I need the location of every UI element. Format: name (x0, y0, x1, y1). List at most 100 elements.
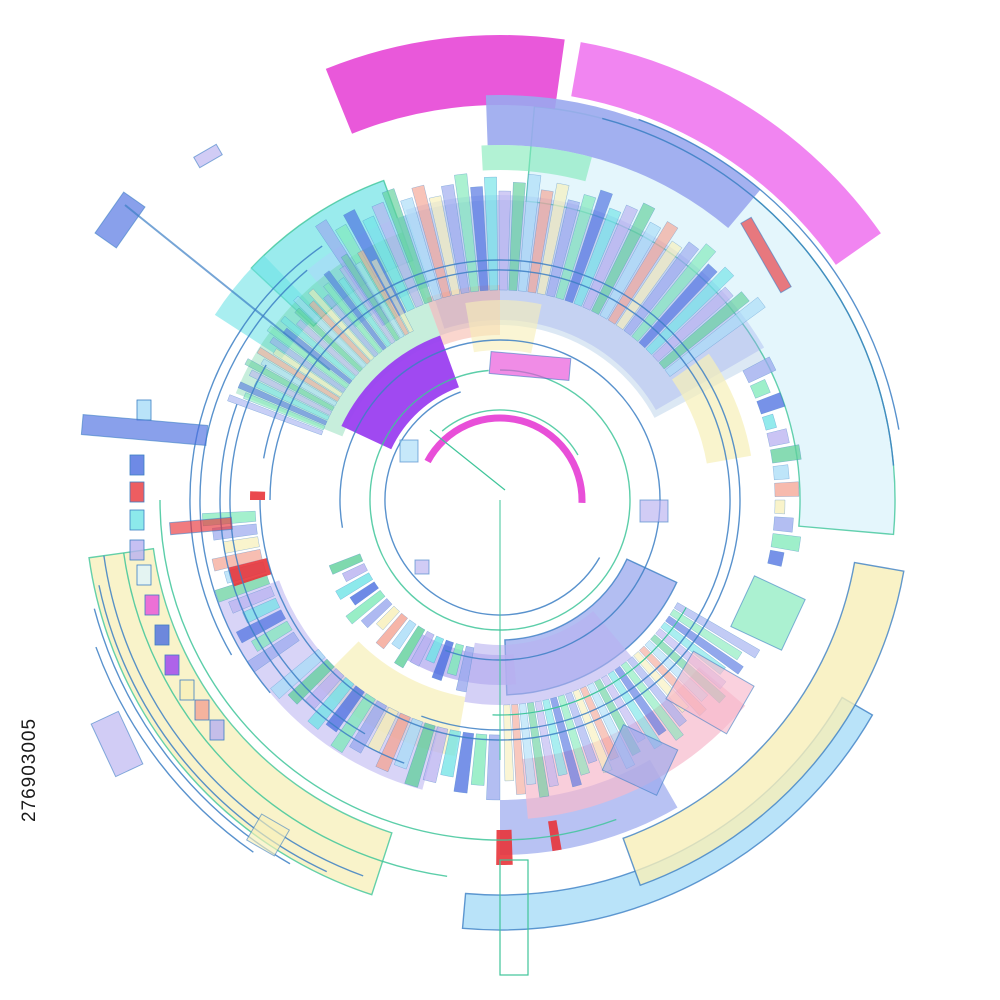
tick-inner-7 (375, 612, 409, 650)
tick-bottom-1 (470, 733, 488, 786)
tick-inner-9 (360, 598, 393, 629)
tick-inner-2 (431, 639, 454, 682)
red-tick-0 (496, 829, 513, 865)
tick-bottom-9 (349, 700, 388, 754)
tick-lower-25 (511, 703, 526, 795)
detached-block-10 (399, 439, 419, 463)
tick-lower-20 (549, 696, 582, 788)
tick-bottom-3 (440, 729, 462, 778)
tick-top-15 (518, 173, 542, 292)
tick-right-5 (770, 444, 802, 464)
tick-top-32 (658, 291, 750, 370)
left-block-4 (129, 539, 145, 561)
tick-right-8 (774, 499, 786, 515)
ring-outline-6 (602, 117, 895, 466)
outline-rings (93, 117, 900, 877)
arc-band-2 (622, 561, 905, 887)
tick-top-31 (652, 286, 734, 363)
detached-block-9 (488, 351, 572, 381)
tick-top-13 (498, 190, 512, 291)
tick-top-20 (564, 189, 613, 304)
tick-bottom-11 (325, 685, 365, 733)
tick-bottomleft-1 (250, 620, 293, 652)
tick-inner-11 (349, 581, 379, 606)
tick-left-21 (338, 277, 392, 348)
tick-top-27 (623, 241, 700, 336)
tick-bottom-0 (486, 734, 501, 801)
red-tick-3 (250, 491, 266, 500)
ring-outline-green-low (492, 607, 687, 716)
tick-lower-19 (557, 694, 590, 776)
inner-magenta-arc (424, 414, 586, 503)
tick-bottom-12 (307, 677, 355, 730)
tick-left-2 (237, 381, 328, 426)
detached-block-7 (639, 499, 669, 523)
red-tick-2 (228, 558, 272, 587)
tick-left-25 (357, 249, 410, 336)
tick-left-20 (323, 270, 387, 351)
arc-band-4 (325, 35, 565, 134)
detached-block-6 (601, 723, 679, 797)
ring-outline-13 (441, 409, 579, 456)
arc-band-7 (481, 144, 592, 182)
ring-outline-10 (339, 339, 661, 661)
tick-top-14 (508, 182, 526, 291)
bottom-stem (499, 859, 529, 976)
tick-left-19 (323, 282, 383, 354)
tick-top-33 (664, 296, 766, 377)
tick-bottom-13 (305, 668, 345, 709)
tick-left-14 (294, 307, 363, 373)
ring-outline-4 (123, 552, 448, 877)
tick-bottom-10 (330, 693, 376, 754)
tick-bottomleft-4 (228, 585, 275, 614)
tick-inner-5 (393, 625, 426, 669)
tick-bottom-15 (270, 648, 326, 700)
ring-outline-15 (219, 403, 405, 764)
ring-outline-9 (269, 269, 731, 731)
tick-right-3 (761, 413, 777, 431)
tick-top-30 (645, 266, 735, 356)
tick-left-1 (243, 392, 326, 431)
tick-lower-24 (519, 703, 537, 786)
ring-outline-7 (638, 118, 900, 430)
tick-top-4 (371, 201, 424, 308)
tick-inner-8 (375, 605, 400, 631)
tick-inner-1 (446, 643, 465, 676)
tick-bottom-5 (404, 722, 436, 788)
ring-outline-1 (98, 585, 328, 873)
tick-inner-6 (391, 619, 417, 650)
ring-outline-12 (384, 391, 601, 616)
tick-left-24 (355, 261, 405, 339)
tick-bottom-14 (287, 658, 335, 705)
tick-lower-26 (503, 704, 514, 782)
tick-left-4 (248, 369, 333, 416)
arc-band-9 (214, 255, 320, 359)
arc-band-6 (485, 94, 761, 229)
tick-right-6 (772, 464, 790, 481)
tick-lower-9 (626, 656, 687, 727)
tick-lower-11 (614, 665, 667, 736)
tick-lower-18 (565, 691, 598, 764)
ring-outline-14 (229, 364, 366, 735)
detached-block-8 (169, 516, 233, 536)
tick-top-19 (555, 194, 597, 301)
center-pointer (429, 429, 506, 491)
tick-bottomleft-3 (242, 597, 281, 624)
tick-left-15 (293, 295, 367, 369)
arc-band-5 (571, 42, 881, 265)
tick-inner-3 (425, 635, 445, 664)
tick-bottom-7 (375, 712, 411, 773)
tick-bottom-2 (453, 731, 475, 794)
left-block-7 (154, 624, 170, 646)
tick-top-9 (441, 184, 470, 294)
stock-image-id: 276903005 (0, 0, 40, 1000)
tick-right-10 (770, 533, 802, 552)
tick-left-3 (253, 380, 330, 421)
tick-lower-10 (620, 661, 684, 741)
tick-right-2 (756, 392, 786, 415)
tick-inner-12 (335, 572, 374, 600)
tick-lower-22 (534, 700, 559, 788)
tick-right-1 (749, 378, 771, 399)
detached-block-1 (193, 143, 223, 169)
